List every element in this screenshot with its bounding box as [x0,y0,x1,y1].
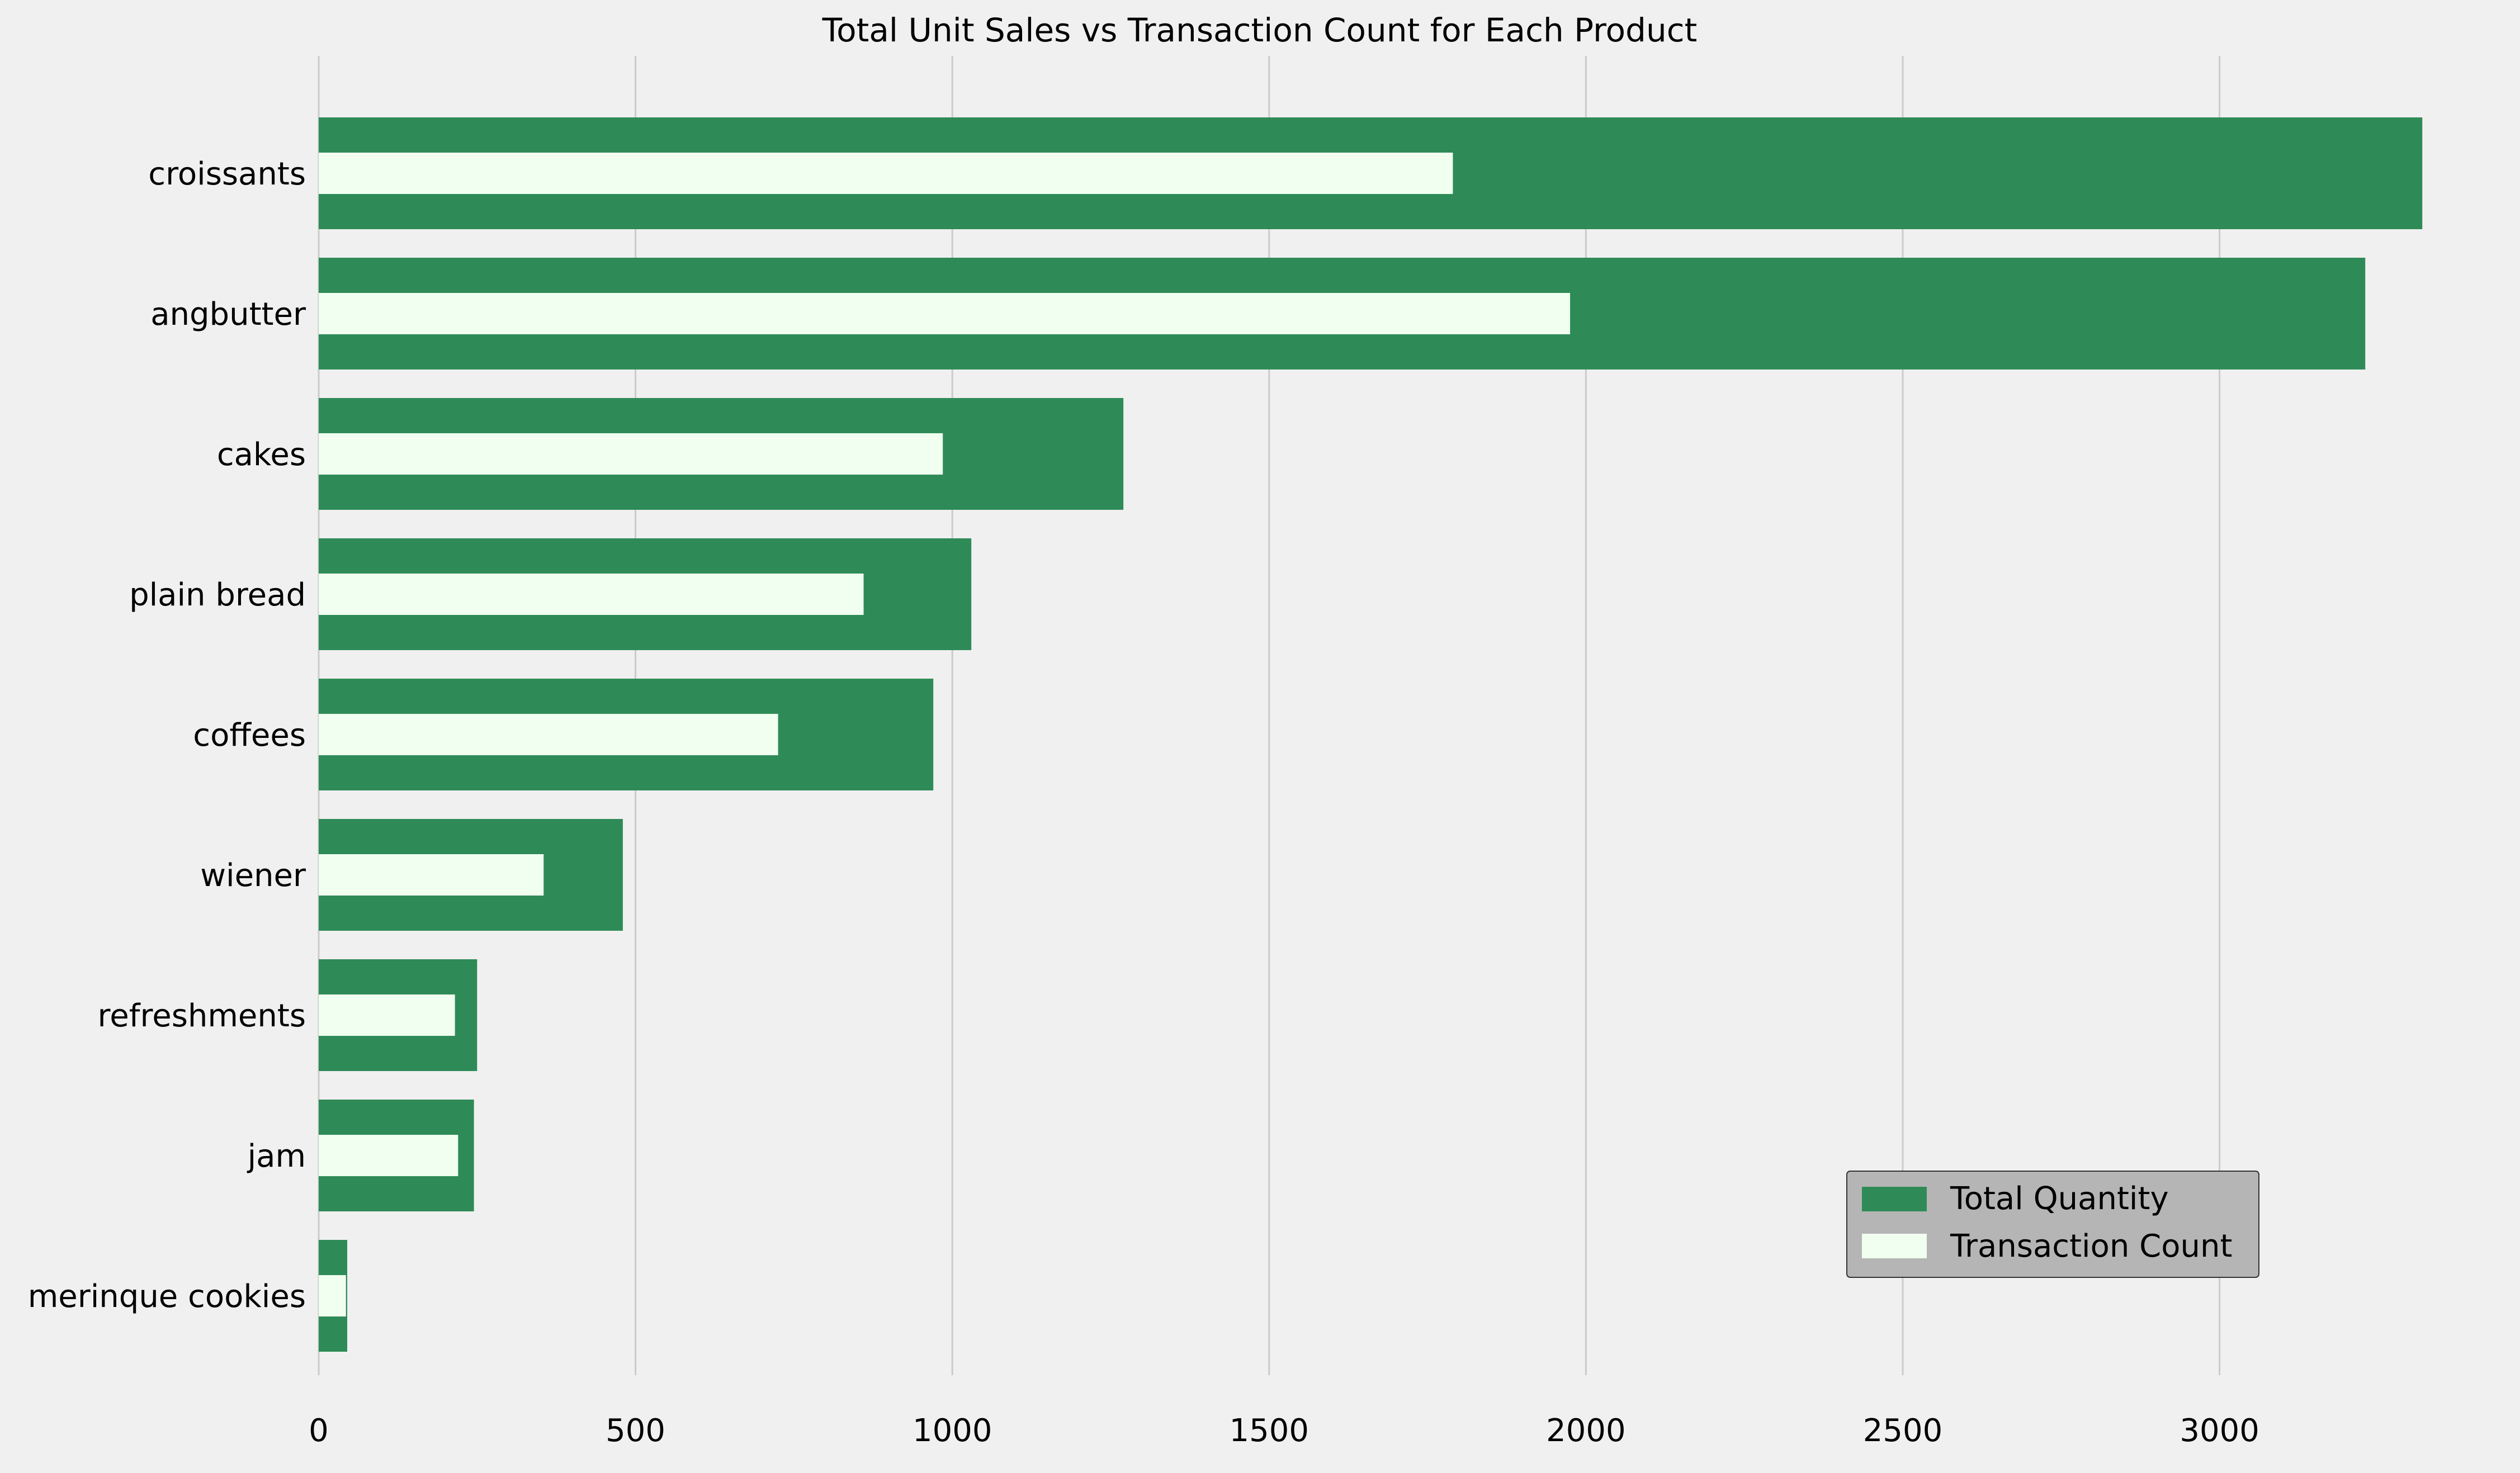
bar-transaction-count-croissants [319,153,1453,194]
bar-transaction-count-wiener [319,854,544,896]
category-labels: croissants angbutter cakes plain bread coffe… [28,156,306,1315]
bars [319,117,2423,1352]
x-tick-label-500: 500 [606,1413,665,1449]
category-label-wiener: wiener [200,858,306,894]
category-label-coffees: coffees [193,717,306,754]
category-label-plain-bread: plain bread [129,577,306,613]
x-tick-label-1000: 1000 [913,1413,992,1449]
x-tick-label-2500: 2500 [1863,1413,1943,1449]
legend-swatch-transaction-count [1862,1234,1927,1258]
bar-transaction-count-cakes [319,433,943,475]
legend-swatch-total-quantity [1862,1187,1927,1211]
x-tick-label-2000: 2000 [1546,1413,1626,1449]
bar-transaction-count-refreshments [319,994,455,1036]
category-label-angbutter: angbutter [150,296,306,333]
legend-frame [1846,1171,2259,1278]
legend-label-total-quantity: Total Quantity [1950,1181,2169,1217]
category-label-refreshments: refreshments [97,998,306,1034]
legend: Total Quantity Transaction Count [1846,1171,2259,1278]
legend-label-transaction-count: Transaction Count [1950,1228,2232,1264]
x-tick-label-3000: 3000 [2179,1413,2259,1449]
chart-title: Total Unit Sales vs Transaction Count fo… [822,11,1698,49]
bar-transaction-count-merinque-cookies [319,1275,346,1316]
x-tick-label-1500: 1500 [1230,1413,1309,1449]
bar-transaction-count-angbutter [319,293,1571,334]
category-label-croissants: croissants [148,156,306,192]
x-tick-label-0: 0 [309,1413,329,1449]
category-label-cakes: cakes [217,437,306,473]
bar-transaction-count-coffees [319,714,778,755]
category-label-jam: jam [247,1138,306,1174]
x-tick-labels: 0 500 1000 1500 2000 2500 3000 [309,1413,2259,1449]
bar-transaction-count-plain-bread [319,574,864,615]
bar-transaction-count-jam [319,1135,458,1176]
category-label-merinque-cookies: merinque cookies [28,1278,306,1315]
